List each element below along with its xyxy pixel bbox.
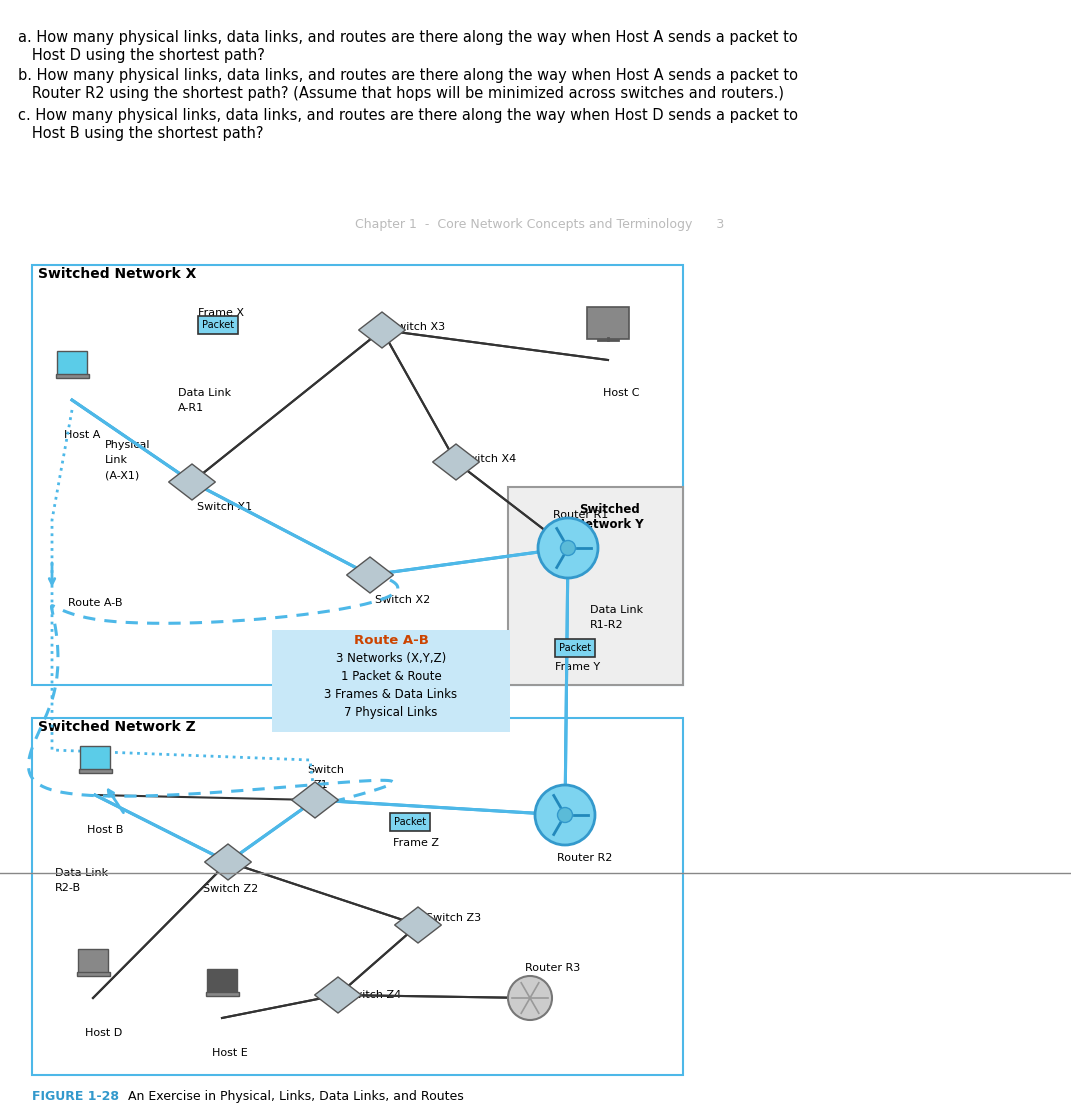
FancyBboxPatch shape [555,639,595,657]
Text: Switch X3: Switch X3 [390,322,446,332]
Text: 3 Frames & Data Links: 3 Frames & Data Links [325,688,457,701]
Circle shape [508,976,552,1020]
Polygon shape [359,312,406,348]
Text: Route A-B: Route A-B [67,598,122,608]
Text: Router R1: Router R1 [553,510,608,520]
FancyBboxPatch shape [76,971,109,976]
Text: Chapter 1  -  Core Network Concepts and Terminology      3: Chapter 1 - Core Network Concepts and Te… [356,218,725,231]
Polygon shape [168,464,215,500]
Polygon shape [347,557,393,593]
FancyBboxPatch shape [206,991,239,996]
Text: Host E: Host E [212,1048,247,1058]
Text: R1-R2: R1-R2 [590,620,623,630]
Text: Packet: Packet [559,643,591,653]
Bar [32,265,683,685]
Text: Route A-B: Route A-B [353,634,428,647]
Text: Switch Z4: Switch Z4 [346,990,402,1000]
Text: Host C: Host C [603,388,639,398]
Text: Host D: Host D [85,1028,122,1038]
Text: Switched Network Z: Switched Network Z [37,720,196,734]
FancyBboxPatch shape [207,969,238,993]
Circle shape [538,518,598,578]
FancyBboxPatch shape [587,307,629,339]
Text: Frame X: Frame X [198,308,244,318]
Text: Link: Link [105,455,129,465]
Text: Packet: Packet [202,321,235,330]
Text: Switch X1: Switch X1 [197,502,252,512]
FancyBboxPatch shape [57,350,88,375]
Text: Switch Z2: Switch Z2 [203,884,258,894]
FancyBboxPatch shape [79,746,110,770]
Text: An Exercise in Physical, Links, Data Links, and Routes: An Exercise in Physical, Links, Data Lin… [120,1090,464,1103]
Text: Switched Network X: Switched Network X [37,267,196,281]
Text: c. How many physical links, data links, and routes are there along the way when : c. How many physical links, data links, … [18,108,798,123]
Text: Router R3: Router R3 [525,963,580,973]
Text: Physical: Physical [105,440,151,450]
Circle shape [558,807,573,823]
Circle shape [536,785,595,845]
Bar [272,630,510,732]
Text: (A-X1): (A-X1) [105,470,139,480]
Text: Switch X4: Switch X4 [461,454,516,464]
FancyBboxPatch shape [390,813,429,831]
Text: Data Link: Data Link [178,388,231,398]
Text: 7 Physical Links: 7 Physical Links [344,706,438,719]
Text: A-R1: A-R1 [178,403,205,413]
Bar [32,718,683,1075]
Text: FIGURE 1-28: FIGURE 1-28 [32,1090,119,1103]
Text: Frame Y: Frame Y [555,662,600,672]
Text: a. How many physical links, data links, and routes are there along the way when : a. How many physical links, data links, … [18,30,798,45]
Polygon shape [315,977,361,1013]
Polygon shape [291,782,338,818]
Text: Router R2: Router R2 [557,853,613,863]
Circle shape [560,540,575,556]
Polygon shape [433,444,480,480]
Text: 3 Networks (X,Y,Z): 3 Networks (X,Y,Z) [336,652,447,665]
Text: Frame Z: Frame Z [393,838,439,848]
Text: Router R2 using the shortest path? (Assume that hops will be minimized across sw: Router R2 using the shortest path? (Assu… [18,87,784,101]
Text: Switched
Network Y: Switched Network Y [575,503,644,531]
Text: Switch: Switch [307,765,344,775]
FancyBboxPatch shape [78,949,108,973]
Polygon shape [394,907,441,943]
Text: Host B: Host B [87,825,123,835]
FancyBboxPatch shape [56,374,89,378]
Polygon shape [205,844,252,881]
Text: R2-B: R2-B [55,883,81,893]
Text: 1 Packet & Route: 1 Packet & Route [341,670,441,683]
FancyBboxPatch shape [198,316,238,334]
Bar [508,487,683,685]
Text: Switch Z3: Switch Z3 [426,913,481,923]
Text: Z1: Z1 [313,780,328,790]
Text: Switch X2: Switch X2 [375,596,431,606]
FancyBboxPatch shape [78,769,111,773]
Text: Packet: Packet [394,817,426,827]
Text: b. How many physical links, data links, and routes are there along the way when : b. How many physical links, data links, … [18,68,798,83]
Text: Host B using the shortest path?: Host B using the shortest path? [18,126,263,141]
Text: Host D using the shortest path?: Host D using the shortest path? [18,48,265,63]
Text: Data Link: Data Link [590,606,643,615]
Text: Host A: Host A [64,430,101,440]
Text: Data Link: Data Link [55,868,108,878]
